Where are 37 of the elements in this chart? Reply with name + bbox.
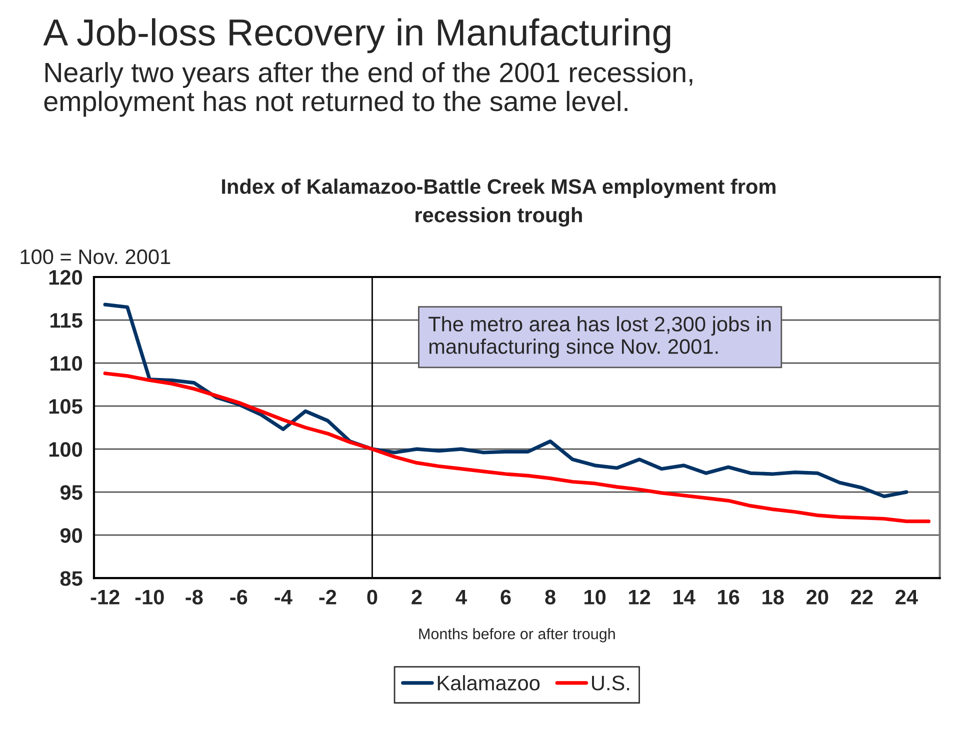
x-tick-label: 2 (412, 590, 422, 604)
chart-subtitle: Nearly two years after the end of the 2001 recession, employment has not returned to the same level. (44, 62, 692, 117)
y-tick-label: 100 (49, 442, 82, 457)
x-tick-label: -2 (319, 590, 336, 604)
x-axis-title: Months before or after trough (419, 628, 615, 642)
x-tick-label: 14 (674, 590, 696, 604)
x-tick-label: 10 (584, 590, 606, 605)
y-tick-label: 85 (60, 571, 82, 586)
y-tick-label: 95 (60, 485, 82, 500)
text: Index of Kalamazoo-Battle Creek MSA employment from recession trough (222, 178, 776, 227)
legend-label: Kalamazoo (438, 675, 540, 690)
y-tick-label: 90 (60, 528, 82, 543)
x-tick-label: 12 (629, 590, 650, 604)
x-tick-label: 6 (500, 590, 511, 605)
y-tick-label: 115 (50, 313, 82, 328)
x-tick-label: -12 (90, 590, 120, 604)
line-series (103, 372, 930, 524)
y-tick-label: 110 (50, 356, 82, 371)
x-tick-label: -6 (230, 590, 248, 605)
x-tick-label: 22 (851, 590, 873, 604)
x-tick-label: 20 (806, 590, 828, 605)
x-tick-label: -8 (186, 590, 203, 605)
y-tick-label: 105 (49, 399, 82, 414)
x-tick-label: 8 (545, 590, 556, 605)
chart-title: A Job-loss Recovery in Manufacturing (43, 18, 670, 54)
x-tick-label: 4 (456, 590, 467, 604)
x-tick-label: -10 (135, 590, 164, 605)
annotation: The metro area has lost 2,300 jobs in manufacturing since Nov. 2001. (428, 316, 771, 358)
x-tick-label: -4 (274, 590, 292, 604)
x-tick-label: 0 (367, 590, 378, 605)
x-tick-label: 16 (718, 590, 740, 605)
x-tick-label: 24 (896, 590, 918, 604)
legend-label: U.S. (592, 676, 630, 690)
y-tick-label: 120 (49, 270, 82, 285)
line-series (103, 302, 908, 498)
y-axis-title: 100 = Nov. 2001 (20, 249, 170, 264)
x-tick-label: 18 (762, 590, 784, 605)
